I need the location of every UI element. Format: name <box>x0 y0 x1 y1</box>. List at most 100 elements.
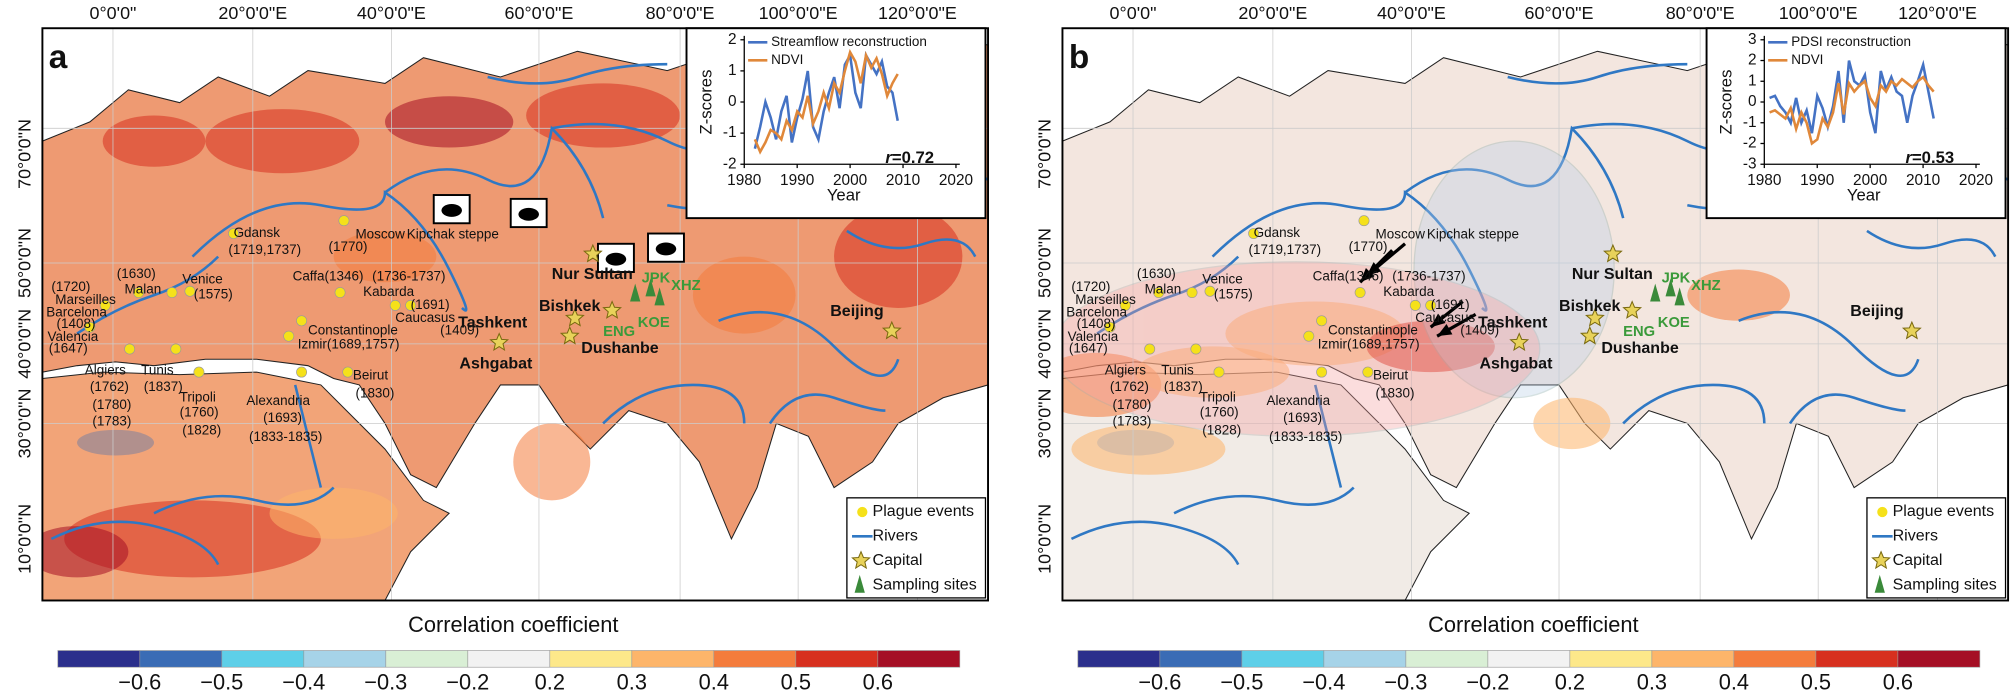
x-tick-label: 2020 <box>1959 172 1993 189</box>
x-axis-title: Year <box>827 186 861 205</box>
place-label: Tunis <box>141 362 174 377</box>
place-label: (1760) <box>180 405 219 420</box>
legend-symbol <box>857 506 868 518</box>
shading <box>834 205 963 308</box>
capital-star <box>559 325 580 345</box>
colorbar-segment <box>1405 650 1489 668</box>
river <box>1096 255 1240 335</box>
place-label: (1630) <box>117 266 156 281</box>
lat-tick-label: 40°0'0"N <box>14 309 34 379</box>
y-tick-label: 1 <box>1748 72 1757 89</box>
place-label: Kabarda <box>1383 284 1434 299</box>
place-label: Valencia <box>1068 329 1119 344</box>
lon-tick-label: 80°0'0"E <box>1666 3 1735 23</box>
site-label: JPK <box>1662 270 1691 286</box>
colorbar-tick-label: 0.4 <box>699 670 729 695</box>
place-label: Gdansk <box>1254 225 1301 240</box>
plague-event <box>1316 315 1328 327</box>
shading <box>1135 346 1290 398</box>
colorbar-tick-label: −0.3 <box>1384 670 1427 695</box>
plague-event <box>133 287 145 298</box>
x-tick-label: 1980 <box>1747 172 1781 189</box>
place-label: (1780) <box>1112 397 1151 412</box>
plague-event <box>338 215 350 227</box>
colorbar-tick-label: −0.4 <box>1302 670 1345 695</box>
map-frame <box>1061 27 2010 602</box>
place-label: Tunis <box>1161 362 1194 377</box>
colorbar-tick-label: −0.6 <box>118 670 161 695</box>
x-axis-title: Year <box>1847 186 1881 205</box>
sampling-site <box>1665 278 1676 297</box>
legend-box <box>846 497 987 599</box>
river <box>1622 383 1766 425</box>
legend-label: PDSI reconstruction <box>1791 34 1911 49</box>
plague-event <box>342 366 354 378</box>
colorbar-segment <box>303 650 387 668</box>
map-frame <box>41 27 989 602</box>
shading <box>384 96 514 148</box>
river <box>487 62 668 85</box>
plague-event <box>405 299 417 311</box>
colorbar-tick-label: 0.6 <box>863 670 893 695</box>
river <box>1313 384 1343 488</box>
place-label: (1647) <box>1069 341 1108 356</box>
place-label: (1719,1737) <box>1249 242 1322 257</box>
lon-tick-label: 20°0'0"E <box>1238 3 1307 23</box>
plague-event <box>184 285 196 297</box>
legend-label: Capital <box>1893 551 1943 569</box>
plague-event <box>296 366 308 378</box>
place-label: (1720) <box>51 279 90 294</box>
arrow-head <box>1360 268 1375 283</box>
place-label: Constantinople <box>308 323 398 338</box>
r-value: =0.53 <box>1912 149 1954 168</box>
lon-tick-label: 100°0'0"E <box>759 3 838 23</box>
plague-event <box>193 366 205 378</box>
capital-star <box>1603 243 1623 263</box>
place-label: (1736-1737) <box>1392 269 1465 284</box>
lat-tick-label: 30°0'0"N <box>14 388 34 458</box>
river <box>1173 486 1355 515</box>
colorbar-segment <box>1569 650 1653 668</box>
colorbar-segment <box>713 650 797 668</box>
lon-tick-label: 80°0'0"E <box>646 3 715 23</box>
plague-event <box>1303 330 1315 342</box>
capital-label: Beijing <box>1850 302 1903 320</box>
river <box>1070 520 1240 566</box>
colorbar-title: Correlation coefficient <box>1428 612 1638 637</box>
legend-label: Rivers <box>873 527 918 545</box>
place-label: Constantinople <box>1328 323 1418 338</box>
colorbar-tick-label: −0.4 <box>282 670 325 695</box>
colorbar-segment <box>1487 650 1571 668</box>
lon-tick-label: 120°0'0"E <box>1898 3 1977 23</box>
river <box>50 520 220 566</box>
lon-tick-label: 60°0'0"E <box>505 3 574 23</box>
place-label: (1783) <box>92 414 131 429</box>
y-tick-label: 2 <box>728 31 737 48</box>
capital-star <box>1901 320 1922 340</box>
capital-label: Tashkent <box>458 314 528 332</box>
colorbar-segment <box>1651 650 1735 668</box>
place-label: Caucasus <box>395 310 455 325</box>
lon-tick-label: 60°0'0"E <box>1525 3 1594 23</box>
y-tick-label: 0 <box>1748 93 1757 110</box>
plague-event <box>84 321 96 333</box>
shading <box>1071 423 1226 475</box>
y-tick-label: -2 <box>1743 135 1757 152</box>
plague-event <box>1409 299 1421 311</box>
x-tick-label: 2010 <box>886 172 920 189</box>
colorbar-segment <box>1159 650 1243 668</box>
x-tick-label: 1990 <box>1800 172 1834 189</box>
plague-event <box>1190 343 1202 355</box>
shading <box>102 115 206 167</box>
place-label: Venice <box>1202 271 1242 286</box>
legend-label: NDVI <box>1791 52 1823 67</box>
highlight-zone <box>1413 140 1615 399</box>
colorbar-segment <box>549 650 633 668</box>
shading <box>205 109 360 174</box>
legend-symbol <box>1877 506 1888 518</box>
y-tick-label: -2 <box>723 155 737 172</box>
y-axis-title: Z-scores <box>1717 70 1736 135</box>
place-label: (1719,1737) <box>228 242 301 257</box>
rodent-icon <box>605 252 627 266</box>
lat-tick-label: 50°0'0"N <box>14 228 34 298</box>
